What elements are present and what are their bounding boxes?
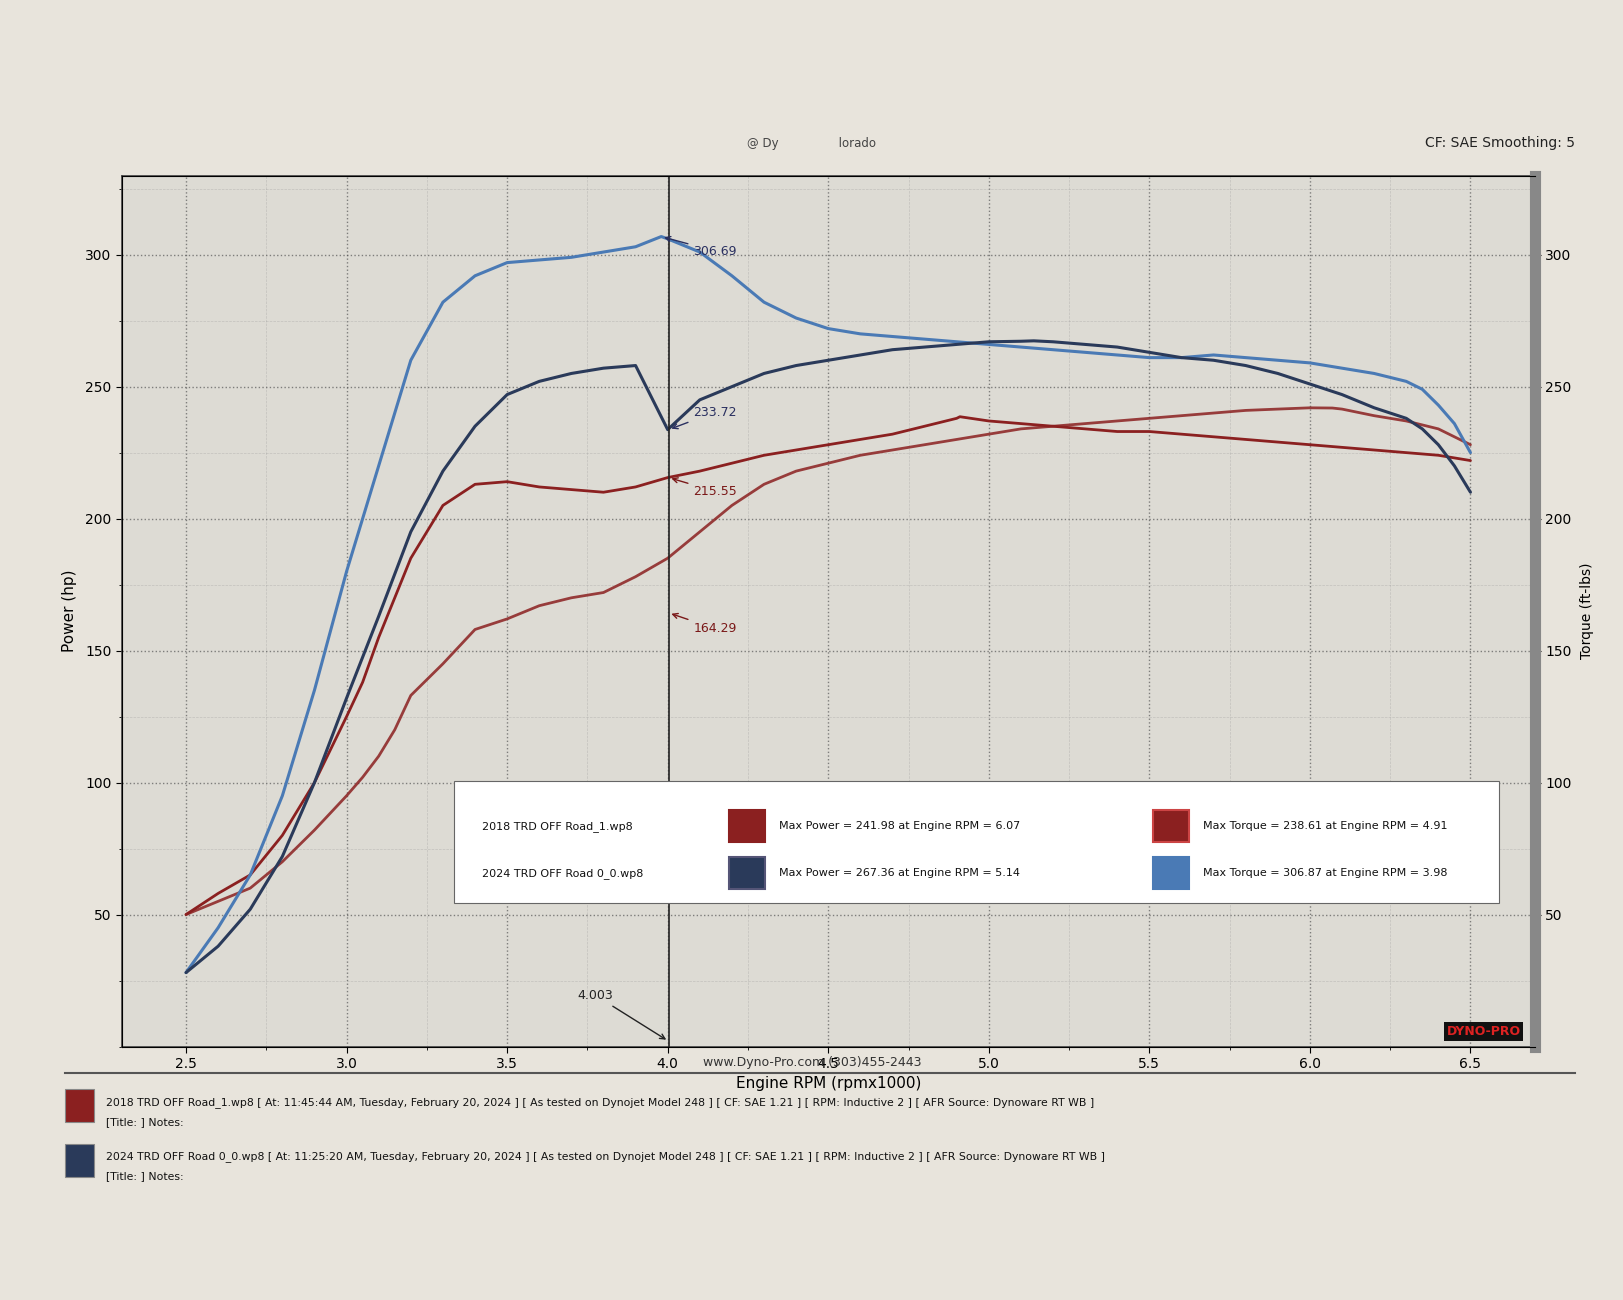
FancyBboxPatch shape	[729, 810, 764, 842]
Text: 2024 TRD OFF Road 0_0.wp8: 2024 TRD OFF Road 0_0.wp8	[482, 867, 643, 879]
Text: @ Dy                lorado: @ Dy lorado	[747, 136, 876, 150]
Text: 4.003: 4.003	[578, 989, 664, 1039]
Text: 164.29: 164.29	[672, 614, 737, 636]
Text: Max Power = 267.36 at Engine RPM = 5.14: Max Power = 267.36 at Engine RPM = 5.14	[779, 868, 1019, 879]
FancyBboxPatch shape	[1152, 858, 1188, 889]
Text: [Title: ] Notes:: [Title: ] Notes:	[105, 1171, 183, 1182]
Text: 215.55: 215.55	[672, 478, 737, 498]
Text: 2018 TRD OFF Road_1.wp8: 2018 TRD OFF Road_1.wp8	[482, 820, 633, 832]
X-axis label: Engine RPM (rpmx1000): Engine RPM (rpmx1000)	[735, 1076, 920, 1092]
Text: 2024 TRD OFF Road 0_0.wp8 [ At: 11:25:20 AM, Tuesday, February 20, 2024 ] [ As t: 2024 TRD OFF Road 0_0.wp8 [ At: 11:25:20…	[105, 1152, 1104, 1162]
FancyBboxPatch shape	[729, 858, 764, 889]
Y-axis label: Power (hp): Power (hp)	[62, 569, 76, 653]
Text: CF: SAE Smoothing: 5: CF: SAE Smoothing: 5	[1425, 136, 1574, 151]
FancyBboxPatch shape	[1152, 810, 1188, 842]
Text: [Title: ] Notes:: [Title: ] Notes:	[105, 1117, 183, 1127]
Text: Max Power = 241.98 at Engine RPM = 6.07: Max Power = 241.98 at Engine RPM = 6.07	[779, 822, 1019, 831]
Text: www.Dyno-Pro.com (303)455-2443: www.Dyno-Pro.com (303)455-2443	[703, 1056, 920, 1069]
Text: 2018 TRD OFF Road_1.wp8 [ At: 11:45:44 AM, Tuesday, February 20, 2024 ] [ As tes: 2018 TRD OFF Road_1.wp8 [ At: 11:45:44 A…	[105, 1097, 1094, 1108]
Text: Max Torque = 238.61 at Engine RPM = 4.91: Max Torque = 238.61 at Engine RPM = 4.91	[1203, 822, 1446, 831]
Text: Max Torque = 306.87 at Engine RPM = 3.98: Max Torque = 306.87 at Engine RPM = 3.98	[1203, 868, 1446, 879]
FancyBboxPatch shape	[453, 781, 1498, 902]
Y-axis label: Torque (ft-lbs): Torque (ft-lbs)	[1579, 563, 1592, 659]
Text: 233.72: 233.72	[672, 406, 737, 429]
Text: 306.69: 306.69	[665, 237, 737, 257]
Text: DYNO-PRO: DYNO-PRO	[1446, 1024, 1519, 1037]
